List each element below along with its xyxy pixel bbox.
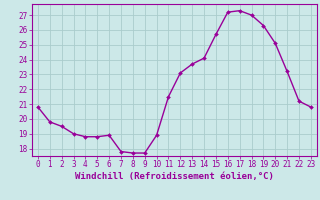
X-axis label: Windchill (Refroidissement éolien,°C): Windchill (Refroidissement éolien,°C)	[75, 172, 274, 181]
